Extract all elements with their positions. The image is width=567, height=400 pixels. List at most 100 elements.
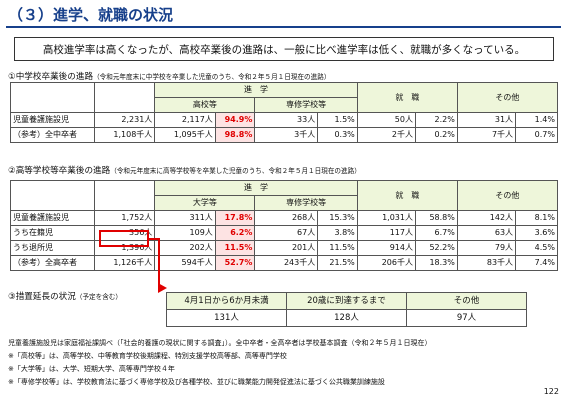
- arrow-head-icon: [158, 283, 167, 293]
- cell-sonota-pct: 8.1%: [515, 210, 558, 226]
- cell-daigaku-pct: 52.7%: [214, 255, 256, 271]
- cell-daigaku-pct: 17.8%: [214, 210, 256, 226]
- cell-koukou-n: 1,095千人: [154, 127, 216, 143]
- arrow-connector: [158, 239, 160, 291]
- cell-senshu-pct: 21.5%: [317, 255, 358, 271]
- cell-total: 1,752人: [93, 210, 156, 226]
- header-koukou: 高校等: [154, 97, 256, 113]
- table-row: 児童養護施設児 1,752人 311人 17.8% 268人 15.3% 1,0…: [10, 210, 558, 226]
- row-label: うち在籍児: [10, 225, 95, 241]
- highlight-box: [99, 230, 149, 247]
- row-label: 児童養護施設児: [10, 112, 95, 128]
- cell-senshu-pct: 3.8%: [317, 225, 358, 241]
- table-row: 131人 128人 97人: [166, 309, 527, 327]
- row-label: （参考）全高卒者: [10, 255, 95, 271]
- cell-senshu-pct: 1.5%: [317, 112, 358, 128]
- header-senshu: 専修学校等: [254, 97, 358, 113]
- cell-sonota-n: 31人: [456, 112, 517, 128]
- cell-senshu-n: 3千人: [254, 127, 319, 143]
- cell-daigaku-n: 594千人: [154, 255, 216, 271]
- table-row: （参考）全高卒者 1,126千人 594千人 52.7% 243千人 21.5%…: [10, 255, 558, 271]
- cell-shushoku-pct: 6.7%: [414, 225, 458, 241]
- cell-shushoku-n: 50人: [356, 112, 416, 128]
- header-sonota: その他: [456, 180, 559, 211]
- cell-shushoku-n: 914人: [356, 240, 416, 256]
- section3-title: ③措置延長の状況: [8, 292, 76, 302]
- cell-shushoku-pct: 18.3%: [414, 255, 458, 271]
- cell-koukou-n: 2,117人: [154, 112, 216, 128]
- cell-daigaku-n: 311人: [154, 210, 216, 226]
- table-row: 児童養護施設児 2,231人 2,117人 94.9% 33人 1.5% 50人…: [10, 112, 558, 128]
- cell-shushoku-n: 206千人: [356, 255, 416, 271]
- header-shushoku: 就 職: [356, 82, 458, 113]
- table-row: うち退所児 1,396人 202人 11.5% 201人 11.5% 914人 …: [10, 240, 558, 256]
- cell-sonota-pct: 1.4%: [515, 112, 558, 128]
- cell-senshu-pct: 0.3%: [317, 127, 358, 143]
- cell-sonota-n: 7千人: [456, 127, 517, 143]
- section2-title: ②高等学校等卒業後の進路: [8, 166, 111, 176]
- cell-sonota-pct: 4.5%: [515, 240, 558, 256]
- row-label: （参考）全中卒者: [10, 127, 95, 143]
- page-number: 122: [543, 387, 559, 396]
- cell-sonota-pct: 3.6%: [515, 225, 558, 241]
- cell-koukou-pct: 94.9%: [214, 112, 256, 128]
- cell-ext-0: 131人: [166, 309, 287, 327]
- cell-daigaku-pct: 6.2%: [214, 225, 256, 241]
- note-senshu: ※「専修学校等」は、学校教育法に基づく専修学校及び各種学校、並びに職業能力開発促…: [8, 378, 385, 386]
- cell-senshu-pct: 15.3%: [317, 210, 358, 226]
- row-label: うち退所児: [10, 240, 95, 256]
- cell-shushoku-n: 2千人: [356, 127, 416, 143]
- cell-shushoku-n: 117人: [356, 225, 416, 241]
- cell-sonota-pct: 7.4%: [515, 255, 558, 271]
- note-daigaku: ※「大学等」は、大学、短期大学、高等専門学校４年: [8, 365, 175, 373]
- header-shingaku: 進 学: [154, 180, 358, 196]
- table-row: （参考）全中卒者 1,108千人 1,095千人 98.8% 3千人 0.3% …: [10, 127, 558, 143]
- cell-senshu-n: 67人: [254, 225, 319, 241]
- arrow-connector-top: [149, 238, 160, 240]
- page-title: （３）進学、就職の状況: [8, 6, 174, 24]
- cell-shushoku-pct: 52.2%: [414, 240, 458, 256]
- cell-ext-1: 128人: [286, 309, 407, 327]
- cell-total: 2,231人: [93, 112, 156, 128]
- header-daigaku: 大学等: [154, 195, 256, 211]
- cell-shushoku-pct: 58.8%: [414, 210, 458, 226]
- row-label: 児童養護施設児: [10, 210, 95, 226]
- cell-sonota-n: 63人: [456, 225, 517, 241]
- cell-sonota-pct: 0.7%: [515, 127, 558, 143]
- section2-subtitle: （令和元年度末に高等学校等を卒業した児童のうち、令和２年５月１日現在の進路）: [110, 167, 361, 175]
- section2-heading: ②高等学校等卒業後の進路（令和元年度末に高等学校等を卒業した児童のうち、令和２年…: [8, 164, 361, 176]
- cell-sonota-n: 142人: [456, 210, 517, 226]
- table-row: うち在籍児 356人 109人 6.2% 67人 3.8% 117人 6.7% …: [10, 225, 558, 241]
- cell-senshu-pct: 11.5%: [317, 240, 358, 256]
- cell-senshu-n: 201人: [254, 240, 319, 256]
- table-high-school: 進 学 就 職 その他 大学等 専修学校等 児童養護施設児 1,752人 311…: [10, 180, 559, 271]
- cell-sonota-n: 83千人: [456, 255, 517, 271]
- cell-shushoku-n: 1,031人: [356, 210, 416, 226]
- cell-daigaku-n: 109人: [154, 225, 216, 241]
- cell-koukou-pct: 98.8%: [214, 127, 256, 143]
- header-shingaku: 進 学: [154, 82, 358, 98]
- note-koukou: ※「高校等」は、高等学校、中等教育学校後期課程、特別支援学校高等部、高等専門学校: [8, 352, 287, 360]
- cell-daigaku-pct: 11.5%: [214, 240, 256, 256]
- section3-subtitle: （予定を含む）: [75, 293, 123, 301]
- cell-senshu-n: 33人: [254, 112, 319, 128]
- section1-subtitle: （令和元年度末に中学校を卒業した児童のうち、令和２年５月１日現在の進路）: [93, 73, 331, 81]
- cell-total: 1,108千人: [93, 127, 156, 143]
- table-extension: 4月1日から6か月未満 20歳に到達するまで その他 131人 128人 97人: [166, 292, 527, 327]
- header-sonota: その他: [456, 82, 559, 113]
- cell-total: 1,126千人: [93, 255, 156, 271]
- section1-title: ①中学校卒業後の進路: [8, 72, 94, 82]
- cell-shushoku-pct: 0.2%: [414, 127, 458, 143]
- title-underline: [6, 26, 561, 28]
- header-ext-2: その他: [406, 292, 527, 310]
- header-ext-1: 20歳に到達するまで: [286, 292, 407, 310]
- summary-box: 高校進学率は高くなったが、高校卒業後の進路は、一般に比べ進学率は低く、就職が多く…: [14, 37, 554, 61]
- cell-sonota-n: 79人: [456, 240, 517, 256]
- cell-shushoku-pct: 2.2%: [414, 112, 458, 128]
- header-ext-0: 4月1日から6か月未満: [166, 292, 287, 310]
- header-shushoku: 就 職: [356, 180, 458, 211]
- note-source: 児童養護施設児は家庭福祉課調べ（「社会的養護の現状に関する調査」）。全中卒者・全…: [8, 339, 432, 347]
- section1-heading: ①中学校卒業後の進路（令和元年度末に中学校を卒業した児童のうち、令和２年５月１日…: [8, 70, 330, 82]
- table-junior-high: 進 学 就 職 その他 高校等 専修学校等 児童養護施設児 2,231人 2,1…: [10, 82, 559, 143]
- section3-heading: ③措置延長の状況（予定を含む）: [8, 290, 122, 302]
